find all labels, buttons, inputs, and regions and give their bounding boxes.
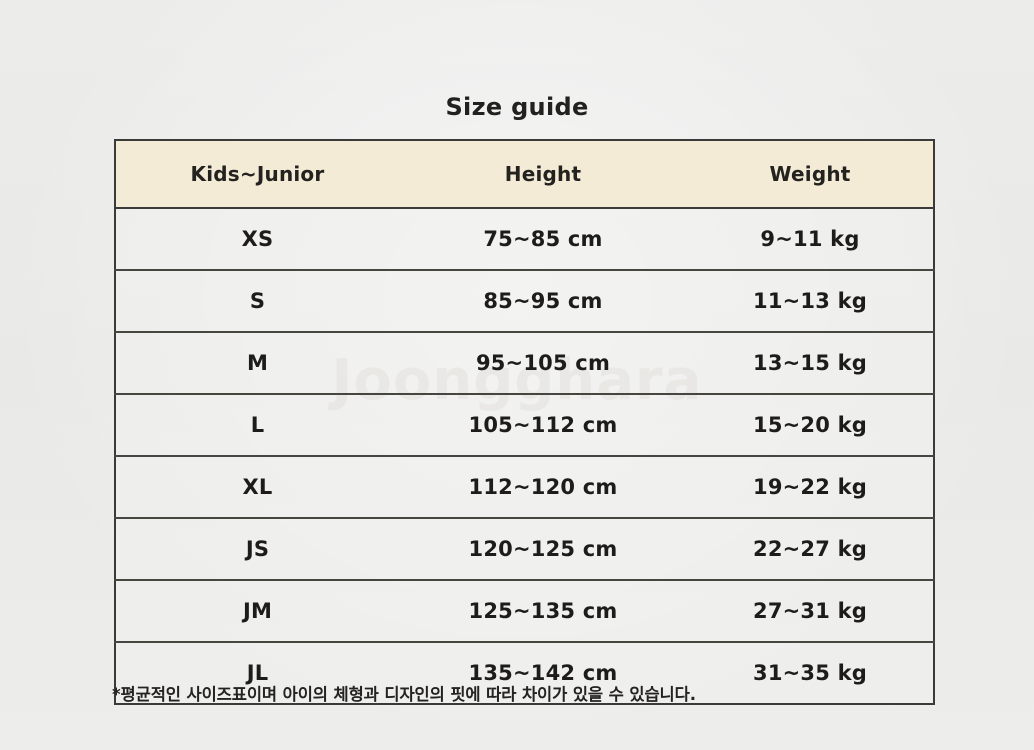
cell-size: JL xyxy=(115,642,399,704)
table-row: XS 75~85 cm 9~11 kg xyxy=(115,208,934,271)
cell-size: S xyxy=(115,270,399,333)
cell-size: JM xyxy=(115,580,399,643)
cell-height: 112~120 cm xyxy=(399,456,687,519)
table-row: JS 120~125 cm 22~27 kg xyxy=(115,518,934,581)
table-row: S 85~95 cm 11~13 kg xyxy=(115,270,934,333)
cell-weight: 13~15 kg xyxy=(687,332,934,395)
cell-size: JS xyxy=(115,518,399,581)
table-header: Kids~Junior Height Weight xyxy=(115,140,934,209)
table-row: L 105~112 cm 15~20 kg xyxy=(115,394,934,457)
table-row: JL 135~142 cm 31~35 kg xyxy=(115,642,934,704)
cell-weight: 22~27 kg xyxy=(687,518,934,581)
cell-height: 120~125 cm xyxy=(399,518,687,581)
column-header-weight: Weight xyxy=(687,140,934,209)
page-title: Size guide xyxy=(445,93,589,121)
cell-size: L xyxy=(115,394,399,457)
cell-weight: 19~22 kg xyxy=(687,456,934,519)
table-row: JM 125~135 cm 27~31 kg xyxy=(115,580,934,643)
table-row: M 95~105 cm 13~15 kg xyxy=(115,332,934,395)
table-body: XS 75~85 cm 9~11 kg S 85~95 cm 11~13 kg … xyxy=(115,208,934,704)
cell-height: 95~105 cm xyxy=(399,332,687,395)
table-row: XL 112~120 cm 19~22 kg xyxy=(115,456,934,519)
cell-size: XL xyxy=(115,456,399,519)
cell-height: 125~135 cm xyxy=(399,580,687,643)
cell-weight: 9~11 kg xyxy=(687,208,934,271)
cell-size: XS xyxy=(115,208,399,271)
size-guide-table: Kids~Junior Height Weight XS 75~85 cm 9~… xyxy=(114,139,935,705)
cell-weight: 11~13 kg xyxy=(687,270,934,333)
cell-size: M xyxy=(115,332,399,395)
cell-height: 135~142 cm xyxy=(399,642,687,704)
cell-weight: 27~31 kg xyxy=(687,580,934,643)
column-header-height: Height xyxy=(399,140,687,209)
table-header-row: Kids~Junior Height Weight xyxy=(115,140,934,209)
footnote-disclaimer: *평균적인 사이즈표이며 아이의 체형과 디자인의 핏에 따라 차이가 있을 수… xyxy=(112,685,696,704)
cell-weight: 15~20 kg xyxy=(687,394,934,457)
cell-height: 85~95 cm xyxy=(399,270,687,333)
cell-height: 105~112 cm xyxy=(399,394,687,457)
column-header-size: Kids~Junior xyxy=(115,140,399,209)
cell-weight: 31~35 kg xyxy=(687,642,934,704)
cell-height: 75~85 cm xyxy=(399,208,687,271)
